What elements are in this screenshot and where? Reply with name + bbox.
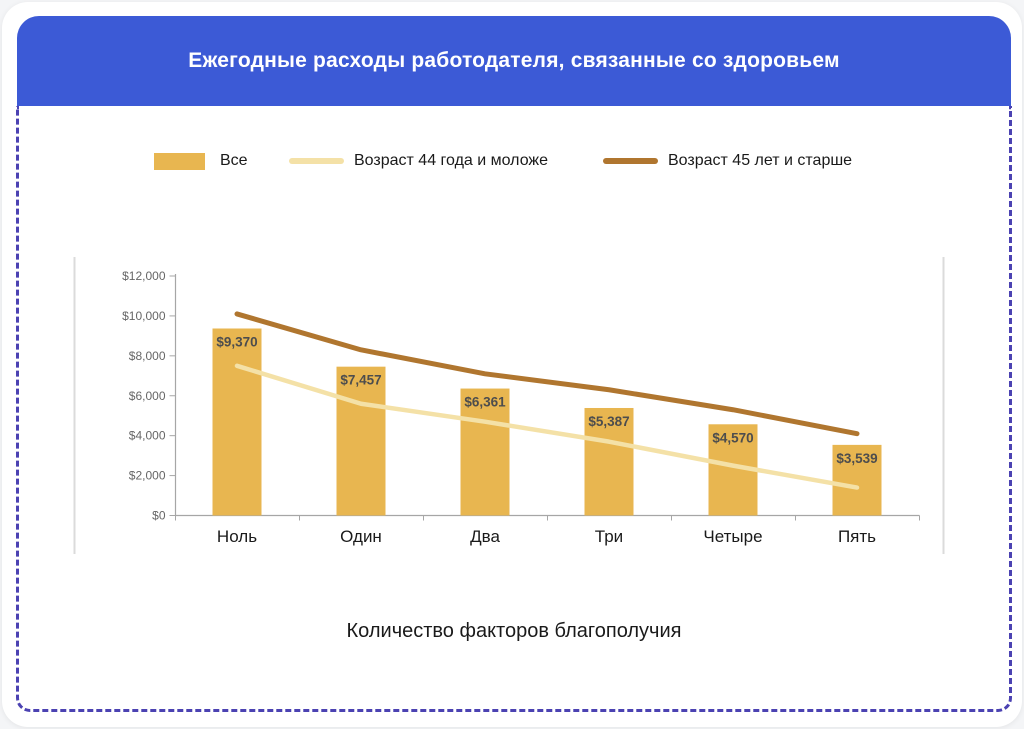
bar-value-label: $4,570 bbox=[712, 430, 753, 445]
x-axis-category-label: Один bbox=[340, 527, 382, 546]
legend-label-age-44-under: Возраст 44 года и моложе bbox=[354, 152, 549, 169]
y-axis-tick-label: $12,000 bbox=[122, 269, 166, 283]
bar bbox=[832, 444, 882, 516]
line-series bbox=[234, 311, 860, 437]
bar-value-label: $6,361 bbox=[464, 395, 506, 410]
bar bbox=[212, 328, 262, 516]
y-axis-tick-label: $6,000 bbox=[129, 389, 166, 403]
bar bbox=[460, 388, 510, 516]
header-banner: Ежегодные расходы работодателя, связанны… bbox=[17, 16, 1011, 106]
x-axis-category-label: Два bbox=[470, 527, 500, 546]
y-axis-tick-label: $4,000 bbox=[129, 429, 166, 443]
y-axis-tick-label: $2,000 bbox=[129, 469, 166, 483]
legend: Все Возраст 44 года и моложе Возраст 45 … bbox=[2, 144, 1024, 178]
x-axis-category-label: Четыре bbox=[703, 527, 762, 546]
bar bbox=[336, 366, 386, 516]
legend-item-age-45-over: Возраст 45 лет и старше bbox=[603, 144, 852, 178]
legend-item-age-44-under: Возраст 44 года и моложе bbox=[289, 144, 548, 178]
x-axis-category-label: Ноль bbox=[217, 527, 257, 546]
legend-label-all: Все bbox=[220, 152, 248, 169]
legend-line-swatch-icon bbox=[289, 158, 344, 164]
bar-value-label: $3,539 bbox=[836, 451, 877, 466]
legend-line-swatch-icon bbox=[603, 158, 658, 164]
bar-value-label: $5,387 bbox=[588, 414, 629, 429]
legend-item-all: Все bbox=[154, 144, 248, 178]
legend-bar-swatch-icon bbox=[154, 152, 205, 170]
y-axis-tick-label: $0 bbox=[152, 509, 166, 523]
x-axis-category-label: Пять bbox=[838, 527, 876, 546]
bar bbox=[584, 407, 634, 516]
line-series bbox=[234, 363, 860, 490]
bar-value-label: $7,457 bbox=[340, 373, 381, 388]
bar-value-label: $9,370 bbox=[216, 334, 257, 349]
y-axis-tick-label: $10,000 bbox=[122, 309, 166, 323]
page-title: Ежегодные расходы работодателя, связанны… bbox=[188, 49, 840, 72]
x-axis-title: Количество факторов благополучия bbox=[346, 620, 682, 642]
legend-label-age-45-over: Возраст 45 лет и старше bbox=[668, 152, 853, 169]
y-axis-tick-label: $8,000 bbox=[129, 349, 166, 363]
x-axis-category-label: Три bbox=[595, 527, 623, 546]
